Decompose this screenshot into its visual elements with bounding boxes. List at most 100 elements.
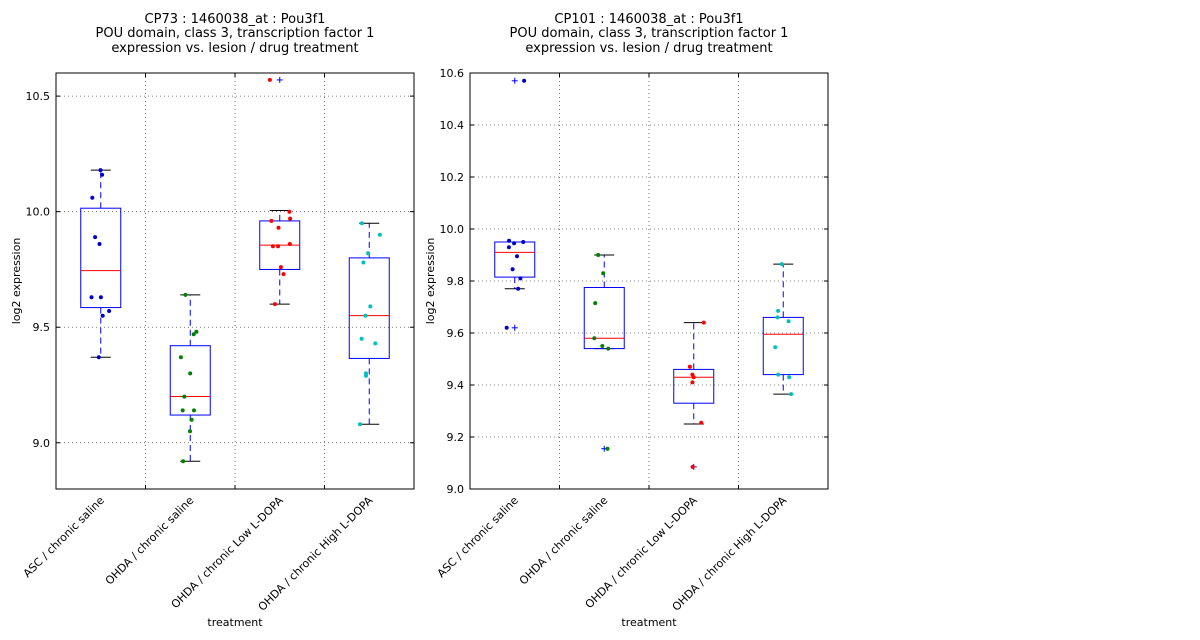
data-point	[377, 232, 382, 237]
data-point	[189, 417, 194, 422]
chart-panel-cp101: CP101 : 1460038_at : Pou3f1 POU domain, …	[424, 12, 829, 629]
data-point	[605, 446, 610, 451]
data-point	[776, 308, 781, 313]
box-iqr	[673, 368, 715, 404]
box-iqr	[583, 287, 625, 350]
chart-title-line-3: expression vs. lesion / drug treatment	[525, 41, 772, 56]
chart-title-line-3: expression vs. lesion / drug treatment	[111, 41, 358, 56]
box-3	[259, 76, 301, 305]
data-point	[194, 329, 199, 334]
data-point	[518, 276, 523, 281]
data-point	[775, 315, 780, 320]
data-point	[269, 218, 274, 223]
y-tick-label: 9.2	[447, 431, 465, 444]
data-point	[182, 394, 187, 399]
y-tick-label: 10.5	[26, 90, 51, 103]
data-point	[776, 372, 781, 377]
data-point	[600, 344, 605, 348]
data-point	[363, 313, 368, 318]
plot-frame	[469, 72, 829, 490]
data-point	[504, 325, 509, 330]
y-tick-label: 9.6	[447, 327, 465, 340]
x-tick-label: ASC / chronic saline	[21, 494, 107, 580]
data-point	[89, 295, 94, 300]
data-point	[107, 309, 112, 313]
y-axis-label: log2 expression	[424, 238, 437, 325]
data-point	[192, 408, 196, 413]
plot-frame	[55, 72, 415, 490]
data-point	[90, 195, 95, 200]
data-point	[288, 216, 293, 221]
data-point	[699, 420, 704, 425]
y-tick-label: 10.0	[26, 206, 51, 219]
y-tick-label: 9.0	[33, 437, 51, 450]
data-point	[100, 313, 105, 318]
data-point	[270, 244, 275, 249]
data-point	[191, 332, 196, 337]
data-point	[178, 355, 183, 360]
box-3	[673, 322, 715, 470]
y-tick-label: 10.4	[440, 119, 465, 132]
data-point	[276, 244, 280, 249]
data-point	[98, 295, 103, 300]
data-point	[272, 302, 277, 307]
box-1	[80, 169, 122, 358]
y-tick-label: 9.5	[33, 321, 51, 334]
data-point	[98, 168, 103, 173]
chart-title-line-1: CP73 : 1460038_at : Pou3f1	[145, 12, 326, 27]
data-point	[276, 225, 281, 230]
data-point	[593, 301, 598, 306]
data-point	[183, 292, 188, 297]
data-point	[786, 319, 791, 324]
data-point	[278, 265, 283, 270]
data-point	[592, 336, 597, 341]
data-point	[687, 364, 692, 369]
box-2	[169, 294, 211, 462]
data-point	[596, 253, 601, 257]
chart-panel-cp73: CP73 : 1460038_at : Pou3f1 POU domain, c…	[10, 12, 415, 629]
data-point	[601, 271, 606, 276]
box-iqr	[494, 241, 536, 278]
data-point	[180, 408, 185, 413]
data-point	[701, 320, 706, 325]
data-point	[515, 254, 519, 259]
data-point	[690, 380, 695, 385]
box-iqr	[169, 345, 211, 416]
data-point	[512, 241, 517, 246]
box-4	[762, 263, 804, 395]
y-tick-label: 9.8	[447, 275, 465, 288]
data-point	[690, 464, 695, 469]
box-2	[583, 254, 625, 452]
data-point	[506, 245, 511, 250]
data-point	[522, 78, 527, 83]
data-point	[181, 459, 186, 464]
y-tick-label: 10.2	[440, 171, 465, 184]
x-axis-label: treatment	[621, 616, 677, 629]
data-point	[521, 240, 526, 244]
data-point	[287, 242, 292, 246]
data-point	[287, 209, 292, 214]
data-point	[368, 304, 373, 309]
data-point	[516, 286, 521, 291]
data-point	[96, 355, 101, 360]
chart-title-line-1: CP101 : 1460038_at : Pou3f1	[554, 12, 743, 27]
data-point	[779, 262, 784, 267]
data-point	[267, 77, 272, 82]
chart-title-line-2: POU domain, class 3, transcription facto…	[510, 26, 789, 41]
data-point	[787, 375, 792, 380]
box-iqr	[80, 207, 122, 309]
data-point	[360, 221, 364, 226]
data-point	[373, 341, 378, 346]
x-axis-label: treatment	[207, 616, 263, 629]
data-point	[691, 375, 696, 380]
data-point	[359, 336, 364, 341]
data-point	[606, 346, 611, 351]
data-point	[510, 267, 515, 272]
chart-title-line-2: POU domain, class 3, transcription facto…	[96, 26, 375, 41]
x-tick-label: ASC / chronic saline	[435, 494, 521, 580]
y-tick-label: 9.4	[447, 379, 465, 392]
box-1	[494, 77, 536, 331]
data-point	[773, 345, 778, 350]
data-point	[188, 429, 192, 434]
y-axis-label: log2 expression	[10, 238, 23, 325]
